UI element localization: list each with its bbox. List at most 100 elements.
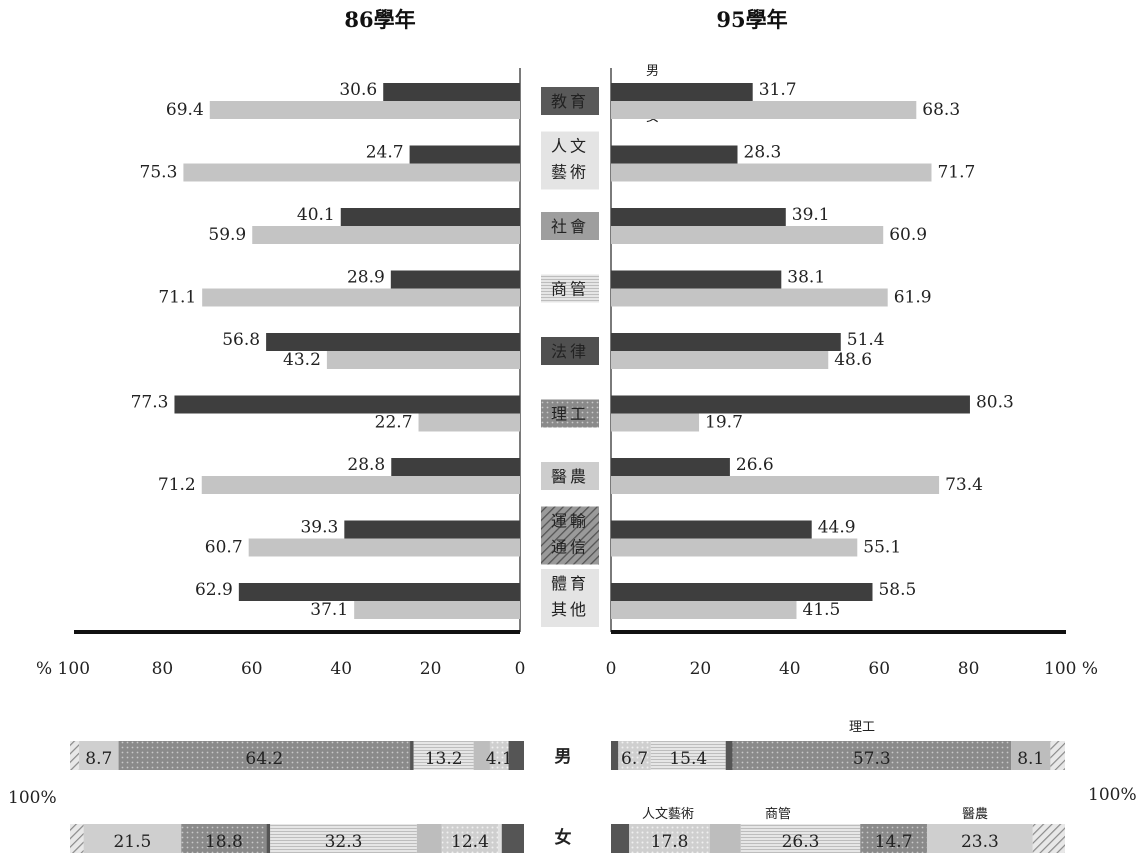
value-label-86-female: 71.2: [158, 475, 196, 495]
comp-86-male-segment-label: 64.2: [245, 749, 283, 769]
title-95: 95學年: [716, 7, 787, 32]
comp-86-male-segment-label: 13.2: [425, 749, 463, 769]
value-label-86-female: 59.9: [208, 225, 246, 245]
bar-86-male: [174, 395, 520, 414]
value-label-95-male: 44.9: [818, 518, 856, 538]
left-axis-ticks: % 100 80 60 40 20 0: [36, 659, 525, 679]
value-label-86-female: 71.1: [158, 288, 196, 308]
value-label-86-female: 69.4: [166, 100, 204, 120]
value-label-86-male: 40.1: [297, 205, 335, 225]
bar-86-female: [183, 163, 520, 182]
comp-95-male-segment-label: 6.7: [621, 749, 648, 769]
comp-86-female-segment: [70, 824, 84, 853]
comp-86-female-segment: [498, 824, 502, 853]
bar-95-male: [611, 333, 841, 351]
bar-86-female: [252, 226, 520, 244]
left-tick-label: 0: [515, 659, 526, 679]
category-box: [541, 212, 599, 240]
value-label-95-male: 51.4: [847, 330, 885, 350]
legend-male-label: 男: [646, 64, 659, 79]
value-label-86-female: 37.1: [310, 600, 348, 620]
comp-86-female-segment-label: 21.5: [113, 832, 151, 852]
comp-95-male-segment-label: 8.1: [1017, 749, 1044, 769]
right-tick-label: 60: [868, 659, 890, 679]
right-tick-label: 100 %: [1044, 659, 1098, 679]
value-label-95-female: 48.6: [834, 350, 872, 370]
category-label: 醫農: [551, 467, 589, 486]
bar-95-male: [611, 395, 970, 414]
comp-86-male-segment: [70, 741, 80, 770]
comp-95-male-segment: [732, 741, 1012, 770]
composition-bars: 8.7 64.2 13.2 4.1 21.5 18.8 32.3 12.4 6.7 15.4 57.…: [70, 741, 1065, 853]
bar-86-male: [340, 208, 520, 226]
value-label-86-female: 43.2: [283, 350, 321, 370]
value-label-86-male: 62.9: [195, 580, 233, 600]
value-label-95-female: 55.1: [863, 538, 901, 558]
comp-95-male-segment-label: 57.3: [853, 749, 891, 769]
value-label-95-female: 61.9: [894, 288, 932, 308]
bar-95-male: [611, 270, 782, 289]
bar-95-female: [611, 351, 829, 369]
bar-95-female: [611, 413, 700, 432]
category-box: [541, 506, 599, 565]
bar-86-female: [202, 288, 521, 307]
value-label-95-female: 60.9: [889, 225, 927, 245]
comp-95-female-segment-label: 14.7: [875, 832, 913, 852]
title-86: 86學年: [344, 7, 415, 32]
category-label: 體育: [551, 574, 589, 593]
comp-95-male-segment: [611, 741, 619, 770]
value-label-95-male: 31.7: [759, 80, 797, 100]
comp-86-female-segment: [501, 824, 524, 853]
bar-86-male: [409, 145, 520, 164]
category-box: [541, 131, 599, 190]
bar-marks: 30.6 69.4 31.7 68.3 24.7 75.3 28.3 71.7 40.1 59.9…: [131, 80, 1014, 620]
value-label-86-male: 24.7: [366, 143, 404, 163]
comp-95-male-segment: [725, 741, 733, 770]
category-label: 通信: [551, 538, 589, 557]
comp-95-female-segment-label: 23.3: [961, 832, 999, 852]
category-label: 其他: [551, 600, 589, 619]
left-tick-label: 60: [241, 659, 263, 679]
comp-95-female-segment: [926, 824, 1033, 853]
scale-label-right: 100%: [1088, 785, 1137, 805]
category-box: [541, 87, 599, 115]
bar-95-male: [611, 83, 753, 101]
value-label-86-male: 28.8: [347, 455, 385, 475]
bar-95-male: [611, 583, 873, 601]
category-label: 運輸: [551, 512, 589, 531]
value-label-95-male: 80.3: [976, 393, 1014, 413]
category-label: 法律: [551, 342, 589, 361]
left-tick-label: 40: [330, 659, 352, 679]
left-tick-label: % 100: [36, 659, 90, 679]
comp-86-female-segment-label: 32.3: [325, 832, 363, 852]
comp-95-female-segment: [629, 824, 710, 853]
bar-86-female: [201, 476, 520, 494]
comp-95-male-segment: [1050, 741, 1065, 770]
left-tick-label: 80: [152, 659, 174, 679]
annot-humanities: 人文藝術: [642, 807, 694, 822]
bar-86-male: [391, 458, 520, 476]
bar-86-male: [383, 83, 520, 101]
comp-95-female-segment: [709, 824, 741, 853]
comp-86-male-segment: [79, 741, 119, 770]
bar-95-female: [611, 538, 858, 557]
comp-86-male-segment-label: 8.7: [85, 749, 112, 769]
bar-95-male: [611, 520, 812, 539]
bar-86-male: [390, 270, 520, 289]
bar-86-male: [266, 333, 520, 351]
comp-95-male-segment: [618, 741, 651, 770]
comp-86-male-segment: [508, 741, 524, 770]
comp-95-male-segment: [1011, 741, 1051, 770]
right-tick-label: 20: [690, 659, 712, 679]
bar-95-female: [611, 601, 797, 619]
bar-86-male: [238, 583, 520, 601]
right-tick-label: 80: [958, 659, 980, 679]
category-box: [541, 337, 599, 365]
comp-86-male-segment: [413, 741, 474, 770]
value-label-86-male: 56.8: [222, 330, 260, 350]
bar-95-male: [611, 208, 786, 226]
value-label-95-male: 39.1: [792, 205, 830, 225]
category-box: [541, 569, 599, 627]
bar-95-female: [611, 288, 888, 307]
